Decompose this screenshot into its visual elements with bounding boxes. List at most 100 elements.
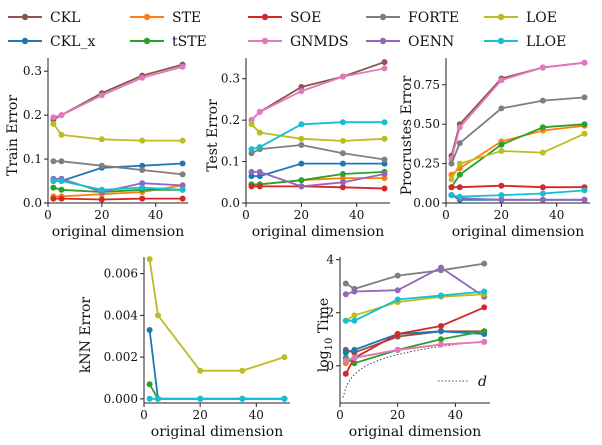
data-point (498, 196, 505, 203)
data-point (539, 149, 546, 156)
data-point (342, 317, 349, 324)
legend-swatch-marker (261, 13, 269, 21)
legend-entry-soe: SOE (248, 10, 321, 26)
legend-label: STE (172, 10, 201, 26)
data-point (155, 395, 161, 402)
data-point (98, 92, 105, 99)
legend-label: CKL_x (50, 34, 95, 50)
y-tick-label: 0.002 (104, 350, 138, 364)
data-point (351, 346, 358, 353)
data-point (381, 65, 388, 72)
data-point (281, 395, 288, 402)
series-line (148, 383, 285, 400)
data-point (50, 178, 57, 184)
y-tick-label: 0.00 (413, 196, 440, 210)
data-point (342, 280, 349, 287)
data-point (256, 129, 263, 136)
y-tick-label: 0.1 (23, 152, 42, 166)
data-point (394, 346, 401, 353)
legend-label: GNMDS (290, 34, 349, 50)
y-axis-label: Procrustes Error (399, 75, 415, 195)
y-tick-label: 0.0 (221, 196, 240, 210)
series-lloe (342, 288, 488, 324)
legend-label: LOE (526, 10, 557, 26)
data-point (339, 150, 346, 157)
series-lloe (448, 187, 588, 200)
series-lloe (146, 395, 288, 402)
data-point (438, 292, 444, 299)
series-line (251, 144, 385, 161)
data-point (351, 317, 358, 324)
series-line (251, 185, 385, 190)
x-tick-label: 0 (140, 408, 148, 422)
series-tste (448, 121, 588, 191)
series-ckl (248, 59, 388, 124)
data-point (50, 195, 57, 202)
data-point (58, 158, 65, 165)
legend-swatch-marker (143, 13, 151, 21)
x-axis-label: original dimension (349, 424, 481, 440)
data-point (179, 182, 186, 189)
x-axis-label: original dimension (151, 424, 283, 440)
legend-entry-tste: tSTE (130, 34, 207, 50)
x-tick-label: 40 (148, 208, 163, 222)
knn-error-chart: 0 20 40 0.000 0.002 0.004 0.006 original dimens… (78, 256, 290, 440)
data-point (339, 160, 346, 167)
data-point (394, 272, 401, 279)
series-line (345, 306, 485, 375)
data-point (146, 395, 153, 402)
data-point (248, 121, 255, 128)
data-point (481, 338, 488, 345)
data-point (381, 135, 388, 142)
x-tick-label: 0 (336, 408, 344, 422)
data-point (339, 119, 346, 126)
data-point (179, 195, 186, 202)
data-point (239, 395, 246, 402)
data-point (394, 287, 401, 294)
data-point (139, 184, 146, 191)
data-point (539, 64, 546, 71)
series-loe (146, 256, 288, 374)
y-tick-label: 0.3 (221, 72, 240, 86)
data-point (342, 370, 349, 377)
series-ckl-x (248, 160, 388, 180)
legend-entry-oenn: OENN (366, 34, 454, 50)
data-point (50, 158, 57, 165)
series-line (52, 123, 183, 142)
data-point (339, 179, 346, 186)
data-point (498, 105, 505, 112)
series-lloe (50, 178, 186, 193)
y-tick-label: 0.006 (104, 267, 138, 281)
data-point (139, 162, 146, 169)
data-point (179, 171, 186, 178)
legend-swatch-marker (261, 37, 269, 45)
y-tick-label: 0.2 (23, 108, 42, 122)
y-tick-label: 0 (326, 359, 334, 373)
legend-swatch-marker (21, 13, 29, 21)
legend-entry-ckl-x: CKL_x (8, 34, 95, 50)
data-point (581, 187, 588, 194)
legend-entry-ckl: CKL (8, 10, 80, 26)
y-tick-label: 0.3 (23, 64, 42, 78)
legend-entry-loe: LOE (484, 10, 557, 26)
series-forte (342, 260, 488, 292)
series-line (450, 61, 585, 156)
series-gnmds (342, 338, 488, 364)
series-line (451, 189, 585, 198)
y-tick-label: 4 (326, 253, 334, 267)
legend-swatch-marker (497, 37, 505, 45)
series-line (53, 65, 183, 119)
data-point (298, 88, 305, 95)
data-point (381, 59, 388, 66)
series-line (450, 96, 585, 164)
data-point (351, 354, 358, 361)
data-point (456, 171, 463, 178)
data-point (448, 160, 455, 167)
data-point (581, 94, 588, 101)
series-gnmds (248, 65, 388, 124)
series-ste (448, 122, 588, 178)
series-oenn (248, 168, 388, 190)
x-tick-label: 20 (494, 208, 509, 222)
series-line (451, 184, 585, 189)
